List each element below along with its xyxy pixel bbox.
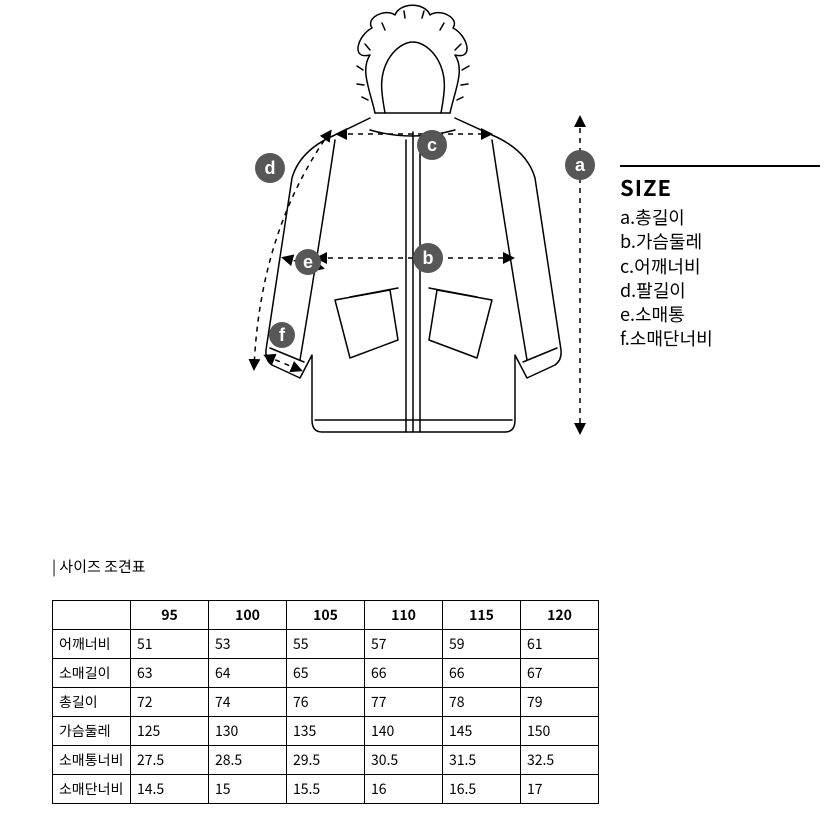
- table-row: 총길이727476777879: [53, 688, 599, 717]
- size-row-label: 소매통너비: [53, 746, 131, 775]
- size-col-header: 110: [365, 601, 443, 630]
- badge-e: e: [295, 249, 321, 275]
- size-row-label: 어깨너비: [53, 630, 131, 659]
- size-col-header: 100: [209, 601, 287, 630]
- size-col-header: 95: [131, 601, 209, 630]
- size-row-label: 소매길이: [53, 659, 131, 688]
- legend-item-f: f.소매단너비: [620, 326, 820, 350]
- table-row: 소매단너비14.51515.51616.517: [53, 775, 599, 804]
- size-legend: SIZE a.총길이b.가슴둘레c.어깨너비d.팔길이e.소매통f.소매단너비: [620, 165, 820, 351]
- size-cell: 57: [365, 630, 443, 659]
- size-cell: 16: [365, 775, 443, 804]
- size-cell: 135: [287, 717, 365, 746]
- size-col-header: 105: [287, 601, 365, 630]
- badge-d: d: [255, 153, 285, 183]
- size-cell: 130: [209, 717, 287, 746]
- size-cell: 74: [209, 688, 287, 717]
- size-cell: 16.5: [443, 775, 521, 804]
- table-row: 가슴둘레125130135140145150: [53, 717, 599, 746]
- size-cell: 72: [131, 688, 209, 717]
- svg-text:c: c: [427, 135, 437, 155]
- badge-a: a: [565, 150, 595, 180]
- size-table-title: | 사이즈 조견표: [52, 556, 146, 577]
- table-row: 소매통너비27.528.529.530.531.532.5: [53, 746, 599, 775]
- svg-text:d: d: [265, 158, 276, 178]
- size-col-header: 120: [521, 601, 599, 630]
- size-cell: 76: [287, 688, 365, 717]
- size-cell: 59: [443, 630, 521, 659]
- legend-item-b: b.가슴둘레: [620, 229, 820, 253]
- size-cell: 66: [443, 659, 521, 688]
- size-cell: 51: [131, 630, 209, 659]
- size-table-corner: [53, 601, 131, 630]
- size-cell: 65: [287, 659, 365, 688]
- size-table: 95100105110115120 어깨너비515355575961소매길이63…: [52, 600, 599, 804]
- size-cell: 140: [365, 717, 443, 746]
- size-cell: 64: [209, 659, 287, 688]
- badge-b: b: [413, 243, 443, 273]
- size-cell: 125: [131, 717, 209, 746]
- size-cell: 15.5: [287, 775, 365, 804]
- svg-text:e: e: [303, 252, 313, 272]
- jacket-diagram: a b c d e f: [200, 0, 620, 460]
- size-cell: 67: [521, 659, 599, 688]
- jacket-svg: a b c d e f: [200, 0, 620, 460]
- badge-c: c: [417, 130, 447, 160]
- legend-item-d: d.팔길이: [620, 278, 820, 302]
- size-row-label: 총길이: [53, 688, 131, 717]
- size-cell: 53: [209, 630, 287, 659]
- size-cell: 14.5: [131, 775, 209, 804]
- size-cell: 66: [365, 659, 443, 688]
- table-row: 소매길이636465666667: [53, 659, 599, 688]
- size-row-label: 소매단너비: [53, 775, 131, 804]
- size-cell: 63: [131, 659, 209, 688]
- size-cell: 78: [443, 688, 521, 717]
- legend-title: SIZE: [620, 165, 820, 203]
- size-cell: 150: [521, 717, 599, 746]
- size-cell: 31.5: [443, 746, 521, 775]
- svg-text:b: b: [423, 248, 434, 268]
- svg-text:f: f: [279, 325, 286, 345]
- legend-item-a: a.총길이: [620, 205, 820, 229]
- size-cell: 27.5: [131, 746, 209, 775]
- table-row: 어깨너비515355575961: [53, 630, 599, 659]
- size-col-header: 115: [443, 601, 521, 630]
- size-cell: 77: [365, 688, 443, 717]
- size-cell: 29.5: [287, 746, 365, 775]
- legend-item-e: e.소매통: [620, 302, 820, 326]
- size-cell: 15: [209, 775, 287, 804]
- size-cell: 79: [521, 688, 599, 717]
- size-cell: 17: [521, 775, 599, 804]
- size-cell: 28.5: [209, 746, 287, 775]
- size-row-label: 가슴둘레: [53, 717, 131, 746]
- size-cell: 61: [521, 630, 599, 659]
- size-cell: 32.5: [521, 746, 599, 775]
- badge-f: f: [269, 322, 295, 348]
- size-cell: 30.5: [365, 746, 443, 775]
- size-cell: 55: [287, 630, 365, 659]
- legend-item-c: c.어깨너비: [620, 254, 820, 278]
- svg-text:a: a: [575, 155, 586, 175]
- size-cell: 145: [443, 717, 521, 746]
